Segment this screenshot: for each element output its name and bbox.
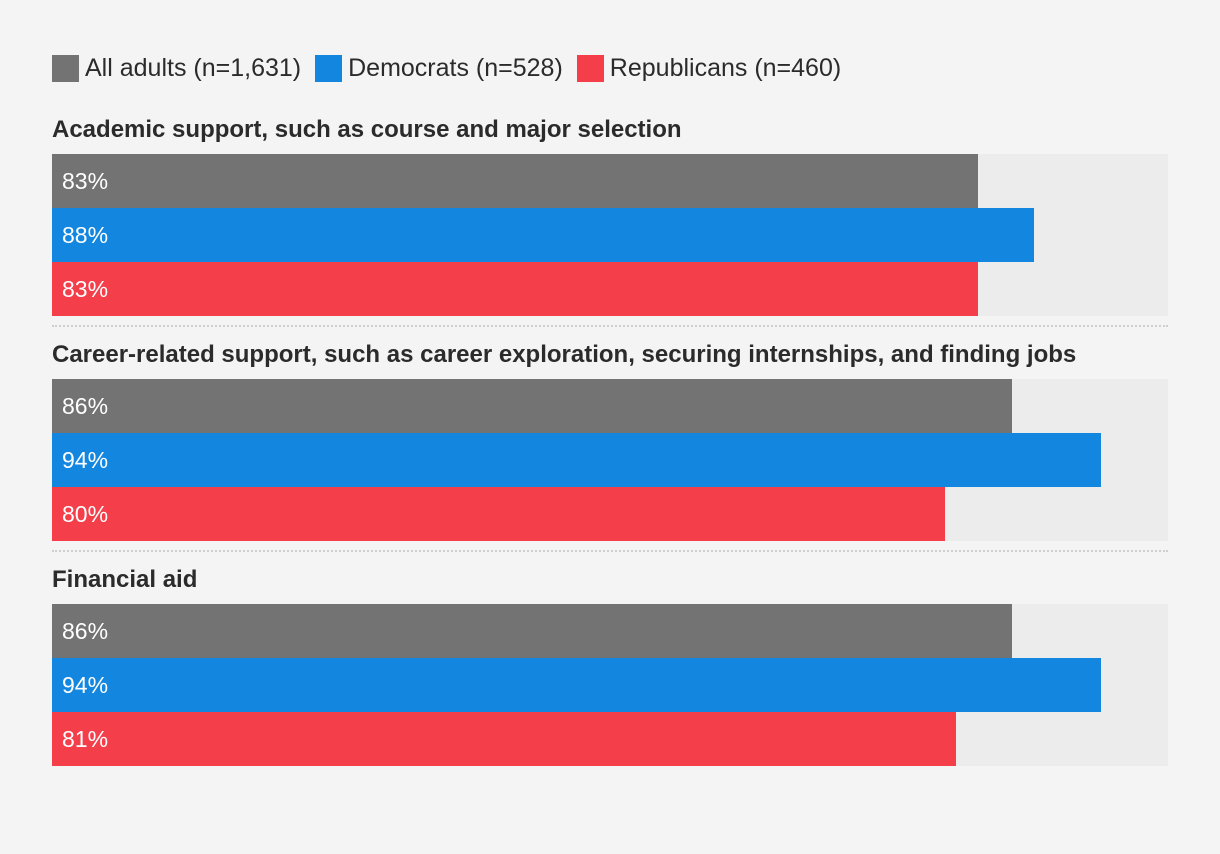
dotted-divider [52,550,1168,552]
bar-track: 86% [52,604,1168,658]
bar-track: 88% [52,208,1168,262]
bar-all-adults [52,154,978,208]
legend-item-democrats: Democrats (n=528) [315,54,563,83]
bar-all-adults [52,604,1012,658]
group-title: Academic support, such as course and maj… [52,116,682,143]
bar-label: 86% [62,393,109,419]
group-academic-support: Academic support, such as course and maj… [52,114,1168,316]
bar-label: 94% [62,672,109,698]
bar-democrats [52,208,1034,262]
bar-label: 88% [62,222,109,248]
bar-republicans [52,712,956,766]
bar-track: 80% [52,487,1168,541]
group-title: Financial aid [52,566,198,593]
legend-label-republicans: Republicans (n=460) [609,53,842,82]
bar-republicans [52,262,978,316]
legend-item-republicans: Republicans (n=460) [576,53,842,83]
group-title: Career-related support, such as career e… [52,341,1077,368]
legend-item-all-adults: All adults (n=1,631) [52,54,301,83]
legend-swatch-all-adults [52,54,79,82]
legend-swatch-republicans [576,54,604,82]
legend: All adults (n=1,631) Democrats (n=528) R… [52,50,1168,86]
legend-label-all-adults: All adults (n=1,631) [85,53,302,82]
bar-label: 81% [62,726,109,752]
bar-groups: Academic support, such as course and maj… [52,114,1168,766]
legend-label-democrats: Democrats (n=528) [348,53,563,82]
group-career-support: Career-related support, such as career e… [52,339,1168,541]
bar-all-adults [52,379,1012,433]
bar-label: 83% [62,276,109,302]
bar-track: 83% [52,154,1168,208]
bar-republicans [52,487,945,541]
bar-democrats [52,658,1101,712]
bar-track: 94% [52,433,1168,487]
bar-democrats [52,433,1101,487]
bar-track: 83% [52,262,1168,316]
chart: All adults (n=1,631) Democrats (n=528) R… [52,50,1168,766]
dotted-divider [52,325,1168,327]
group-financial-aid: Financial aid 86% 94% 81% [52,564,1168,766]
legend-swatch-democrats [315,54,343,82]
bar-label: 83% [62,168,109,194]
bar-track: 86% [52,379,1168,433]
bar-label: 86% [62,618,109,644]
bar-label: 80% [62,501,109,527]
bar-track: 94% [52,658,1168,712]
bar-label: 94% [62,447,109,473]
bar-track: 81% [52,712,1168,766]
